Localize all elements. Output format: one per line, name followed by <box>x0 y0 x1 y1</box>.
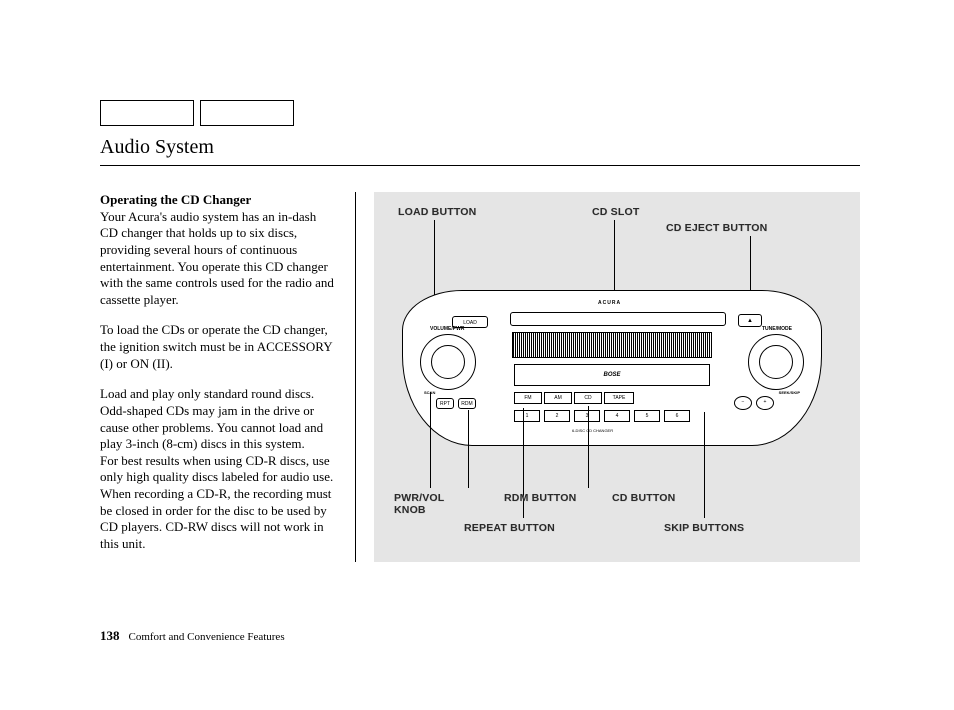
vol-label: VOLUME/PWR <box>430 326 464 332</box>
content-columns: Operating the CD Changer Your Acura's aud… <box>100 192 860 562</box>
volume-knob <box>420 334 476 390</box>
preset-2: 2 <box>544 410 570 422</box>
skip-fwd: + <box>756 396 774 410</box>
label-repeat: REPEAT BUTTON <box>464 522 555 534</box>
subheading: Operating the CD Changer <box>100 192 251 207</box>
label-eject: CD EJECT BUTTON <box>666 222 767 234</box>
page-number: 138 <box>100 628 120 643</box>
header-boxes <box>100 100 860 126</box>
preset-6: 6 <box>664 410 690 422</box>
changer-label: 6-DISC CD CHANGER <box>572 428 613 433</box>
tune-label: TUNE/MODE <box>762 326 792 332</box>
paragraph-1: Operating the CD Changer Your Acura's aud… <box>100 192 337 308</box>
footer-section: Comfort and Convenience Features <box>129 631 285 643</box>
cassette-slot: BOSE <box>514 364 710 386</box>
rpt-button: RPT <box>436 398 454 409</box>
preset-3: 3 <box>574 410 600 422</box>
eject-button: ▲ <box>738 314 762 327</box>
title-rule <box>100 165 860 166</box>
fm-button: FM <box>514 392 542 404</box>
label-cdslot: CD SLOT <box>592 206 639 218</box>
leader-rdm <box>468 410 469 488</box>
label-pwrvol: PWR/VOL KNOB <box>394 492 444 516</box>
preset-4: 4 <box>604 410 630 422</box>
am-button: AM <box>544 392 572 404</box>
stereo-illustration: LOAD ▲ BOSE VOLUME/PWR TUNE/MODE ACURA S… <box>402 290 822 446</box>
leader-skip <box>704 412 705 518</box>
label-rdm: RDM BUTTON <box>504 492 576 504</box>
preset-5: 5 <box>634 410 660 422</box>
cd-mode-button: CD <box>574 392 602 404</box>
cd-slot <box>510 312 726 326</box>
page-footer: 138 Comfort and Convenience Features <box>100 628 285 644</box>
paragraph-3: Load and play only standard round discs.… <box>100 386 337 552</box>
skip-back: − <box>734 396 752 410</box>
rdm-button: RDM <box>458 398 476 409</box>
diagram-column: LOAD BUTTON CD SLOT CD EJECT BUTTON LOAD… <box>356 192 860 562</box>
header-box-1 <box>100 100 194 126</box>
header-box-2 <box>200 100 294 126</box>
preset-1: 1 <box>514 410 540 422</box>
paragraph-2: To load the CDs or operate the CD change… <box>100 322 337 372</box>
body-text-column: Operating the CD Changer Your Acura's aud… <box>100 192 356 562</box>
p1-text: Your Acura's audio system has an in-dash… <box>100 209 334 307</box>
leader-cdbtn <box>588 406 589 488</box>
leader-pwrvol <box>430 392 431 488</box>
tape-button: TAPE <box>604 392 634 404</box>
tune-knob <box>748 334 804 390</box>
page-title: Audio System <box>100 136 860 159</box>
label-load: LOAD BUTTON <box>398 206 476 218</box>
brand-label: ACURA <box>598 300 621 306</box>
seek-label: SEEK/SKIP <box>779 390 800 395</box>
label-cdbtn: CD BUTTON <box>612 492 675 504</box>
label-skip: SKIP BUTTONS <box>664 522 744 534</box>
display-panel <box>512 332 712 358</box>
